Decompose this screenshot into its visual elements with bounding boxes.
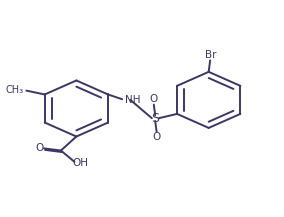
Text: O: O	[150, 94, 158, 104]
Text: S: S	[151, 112, 159, 125]
Text: O: O	[153, 132, 161, 142]
Text: NH: NH	[125, 95, 141, 105]
Text: OH: OH	[73, 158, 89, 168]
Text: O: O	[36, 143, 44, 153]
Text: CH₃: CH₃	[5, 85, 24, 95]
Text: Br: Br	[206, 50, 217, 60]
